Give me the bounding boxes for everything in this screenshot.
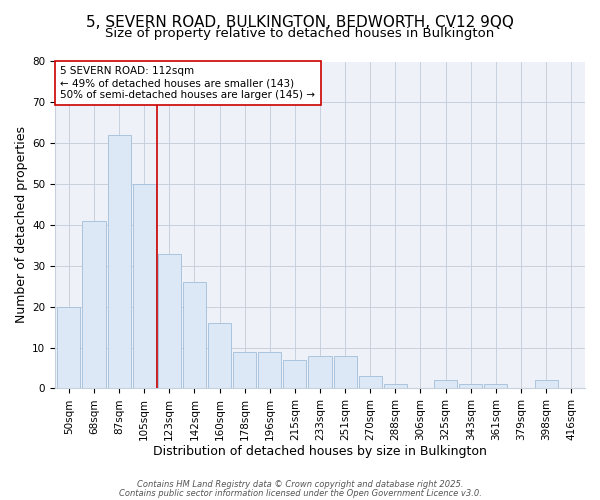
Text: Contains public sector information licensed under the Open Government Licence v3: Contains public sector information licen…: [119, 488, 481, 498]
Text: 5 SEVERN ROAD: 112sqm
← 49% of detached houses are smaller (143)
50% of semi-det: 5 SEVERN ROAD: 112sqm ← 49% of detached …: [61, 66, 316, 100]
Bar: [57, 306, 80, 388]
Bar: [107, 135, 131, 388]
Bar: [384, 384, 407, 388]
Bar: [359, 376, 382, 388]
X-axis label: Distribution of detached houses by size in Bulkington: Distribution of detached houses by size …: [153, 444, 487, 458]
Bar: [208, 323, 231, 388]
Text: Size of property relative to detached houses in Bulkington: Size of property relative to detached ho…: [106, 28, 494, 40]
Bar: [283, 360, 307, 388]
Bar: [233, 352, 256, 389]
Y-axis label: Number of detached properties: Number of detached properties: [15, 126, 28, 324]
Bar: [82, 221, 106, 388]
Bar: [258, 352, 281, 389]
Bar: [133, 184, 156, 388]
Bar: [484, 384, 508, 388]
Bar: [334, 356, 356, 388]
Bar: [308, 356, 332, 388]
Text: Contains HM Land Registry data © Crown copyright and database right 2025.: Contains HM Land Registry data © Crown c…: [137, 480, 463, 489]
Bar: [158, 254, 181, 388]
Bar: [183, 282, 206, 389]
Text: 5, SEVERN ROAD, BULKINGTON, BEDWORTH, CV12 9QQ: 5, SEVERN ROAD, BULKINGTON, BEDWORTH, CV…: [86, 15, 514, 30]
Bar: [535, 380, 557, 388]
Bar: [434, 380, 457, 388]
Bar: [459, 384, 482, 388]
